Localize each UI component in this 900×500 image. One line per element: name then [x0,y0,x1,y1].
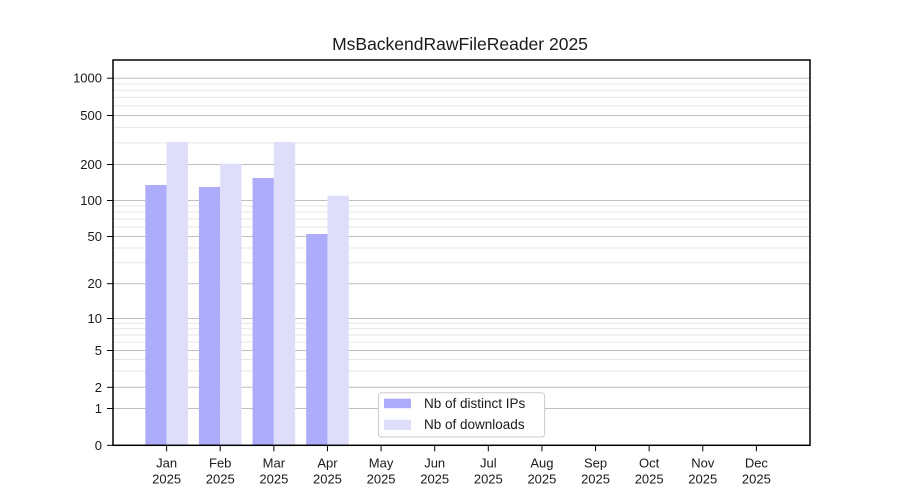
svg-text:2025: 2025 [581,471,610,486]
svg-text:500: 500 [80,108,102,123]
svg-text:2: 2 [95,380,102,395]
svg-text:May: May [369,455,394,470]
svg-text:Nb of distinct IPs: Nb of distinct IPs [424,396,526,411]
svg-text:2025: 2025 [688,471,717,486]
svg-text:5: 5 [95,343,102,358]
svg-text:2025: 2025 [742,471,771,486]
svg-text:Aug: Aug [530,455,553,470]
svg-text:Mar: Mar [263,455,286,470]
svg-text:2025: 2025 [152,471,181,486]
svg-text:0: 0 [95,438,102,453]
svg-text:MsBackendRawFileReader 2025: MsBackendRawFileReader 2025 [332,34,588,54]
svg-text:1000: 1000 [73,71,102,86]
svg-text:1: 1 [95,401,102,416]
svg-text:Jan: Jan [156,455,177,470]
svg-text:Nov: Nov [691,455,715,470]
svg-text:2025: 2025 [259,471,288,486]
svg-text:Sep: Sep [584,455,607,470]
svg-text:Apr: Apr [317,455,338,470]
svg-text:200: 200 [80,157,102,172]
svg-text:2025: 2025 [635,471,664,486]
svg-text:Feb: Feb [209,455,231,470]
svg-text:Dec: Dec [745,455,769,470]
svg-text:Oct: Oct [639,455,660,470]
svg-text:Nb of downloads: Nb of downloads [424,417,525,432]
svg-text:2025: 2025 [527,471,556,486]
svg-text:2025: 2025 [367,471,396,486]
svg-text:10: 10 [88,311,102,326]
svg-text:2025: 2025 [206,471,235,486]
svg-text:20: 20 [88,276,102,291]
svg-text:50: 50 [88,229,102,244]
svg-text:Jul: Jul [480,455,497,470]
svg-text:2025: 2025 [420,471,449,486]
svg-text:100: 100 [80,193,102,208]
svg-text:Jun: Jun [424,455,445,470]
svg-text:2025: 2025 [474,471,503,486]
svg-text:2025: 2025 [313,471,342,486]
